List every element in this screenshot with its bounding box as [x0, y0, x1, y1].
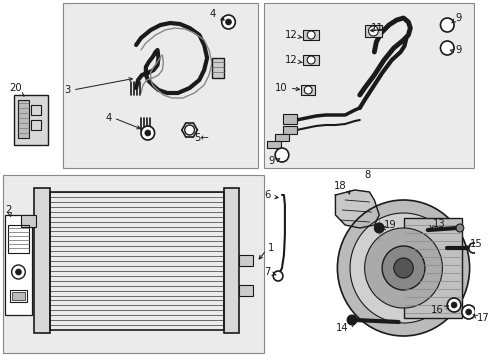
- Circle shape: [468, 243, 477, 253]
- Circle shape: [346, 315, 356, 325]
- Text: 2: 2: [5, 205, 11, 215]
- Circle shape: [337, 200, 468, 336]
- Text: 14: 14: [335, 323, 347, 333]
- Circle shape: [393, 258, 412, 278]
- Text: 20: 20: [9, 83, 22, 93]
- Bar: [18, 100, 29, 138]
- Text: 16: 16: [430, 305, 443, 315]
- Bar: [63, 3, 257, 168]
- Bar: [267, 141, 281, 148]
- Text: 12: 12: [284, 30, 297, 40]
- Circle shape: [304, 86, 311, 94]
- Bar: [301, 85, 314, 95]
- Bar: [5, 215, 32, 315]
- Circle shape: [141, 126, 154, 140]
- Bar: [303, 55, 318, 65]
- Bar: [49, 192, 223, 330]
- Bar: [3, 175, 263, 353]
- Text: 3: 3: [64, 85, 71, 95]
- Circle shape: [221, 15, 235, 29]
- Bar: [12, 292, 25, 300]
- Bar: [303, 30, 318, 40]
- Bar: [223, 188, 239, 333]
- Circle shape: [455, 224, 463, 232]
- Circle shape: [225, 19, 231, 25]
- Text: 17: 17: [475, 313, 488, 323]
- Circle shape: [12, 265, 25, 279]
- Circle shape: [306, 31, 314, 39]
- Text: 13: 13: [432, 219, 445, 229]
- Circle shape: [16, 269, 21, 275]
- Circle shape: [447, 298, 460, 312]
- Circle shape: [275, 148, 288, 162]
- Circle shape: [364, 228, 442, 308]
- Bar: [283, 114, 296, 124]
- Bar: [21, 215, 36, 227]
- Text: 10: 10: [275, 83, 287, 93]
- Text: 8: 8: [364, 170, 370, 180]
- Text: 12: 12: [284, 55, 297, 65]
- Bar: [211, 58, 223, 78]
- Bar: [31, 120, 41, 130]
- Circle shape: [368, 26, 377, 36]
- Circle shape: [349, 213, 456, 323]
- Text: 19: 19: [383, 220, 396, 230]
- Circle shape: [465, 309, 470, 315]
- Bar: [403, 218, 461, 318]
- Bar: [264, 3, 472, 168]
- Text: 18: 18: [333, 181, 346, 191]
- Text: 7: 7: [264, 267, 270, 277]
- Circle shape: [440, 18, 453, 32]
- Bar: [275, 134, 288, 141]
- Bar: [283, 126, 296, 134]
- Circle shape: [144, 130, 150, 136]
- Bar: [364, 25, 381, 37]
- Bar: [8, 225, 29, 253]
- Circle shape: [461, 305, 474, 319]
- Text: 15: 15: [468, 239, 481, 249]
- Circle shape: [273, 271, 283, 281]
- Circle shape: [184, 125, 194, 135]
- Circle shape: [450, 302, 456, 308]
- Circle shape: [381, 246, 424, 290]
- Circle shape: [306, 56, 314, 64]
- Text: 4: 4: [105, 113, 112, 123]
- Text: 9: 9: [454, 45, 461, 55]
- Bar: [10, 290, 27, 302]
- Bar: [14, 95, 47, 145]
- Text: 4: 4: [209, 9, 215, 19]
- Text: 1: 1: [267, 243, 273, 253]
- Text: 6: 6: [264, 190, 270, 200]
- Polygon shape: [335, 190, 378, 228]
- Bar: [31, 105, 41, 115]
- Text: 11: 11: [370, 23, 383, 33]
- Circle shape: [440, 41, 453, 55]
- Text: 5←: 5←: [194, 133, 209, 143]
- Text: 9: 9: [268, 156, 275, 166]
- Bar: [34, 188, 49, 333]
- Bar: [239, 255, 252, 266]
- Text: 9: 9: [454, 13, 461, 23]
- Bar: [239, 285, 252, 296]
- Circle shape: [374, 223, 383, 233]
